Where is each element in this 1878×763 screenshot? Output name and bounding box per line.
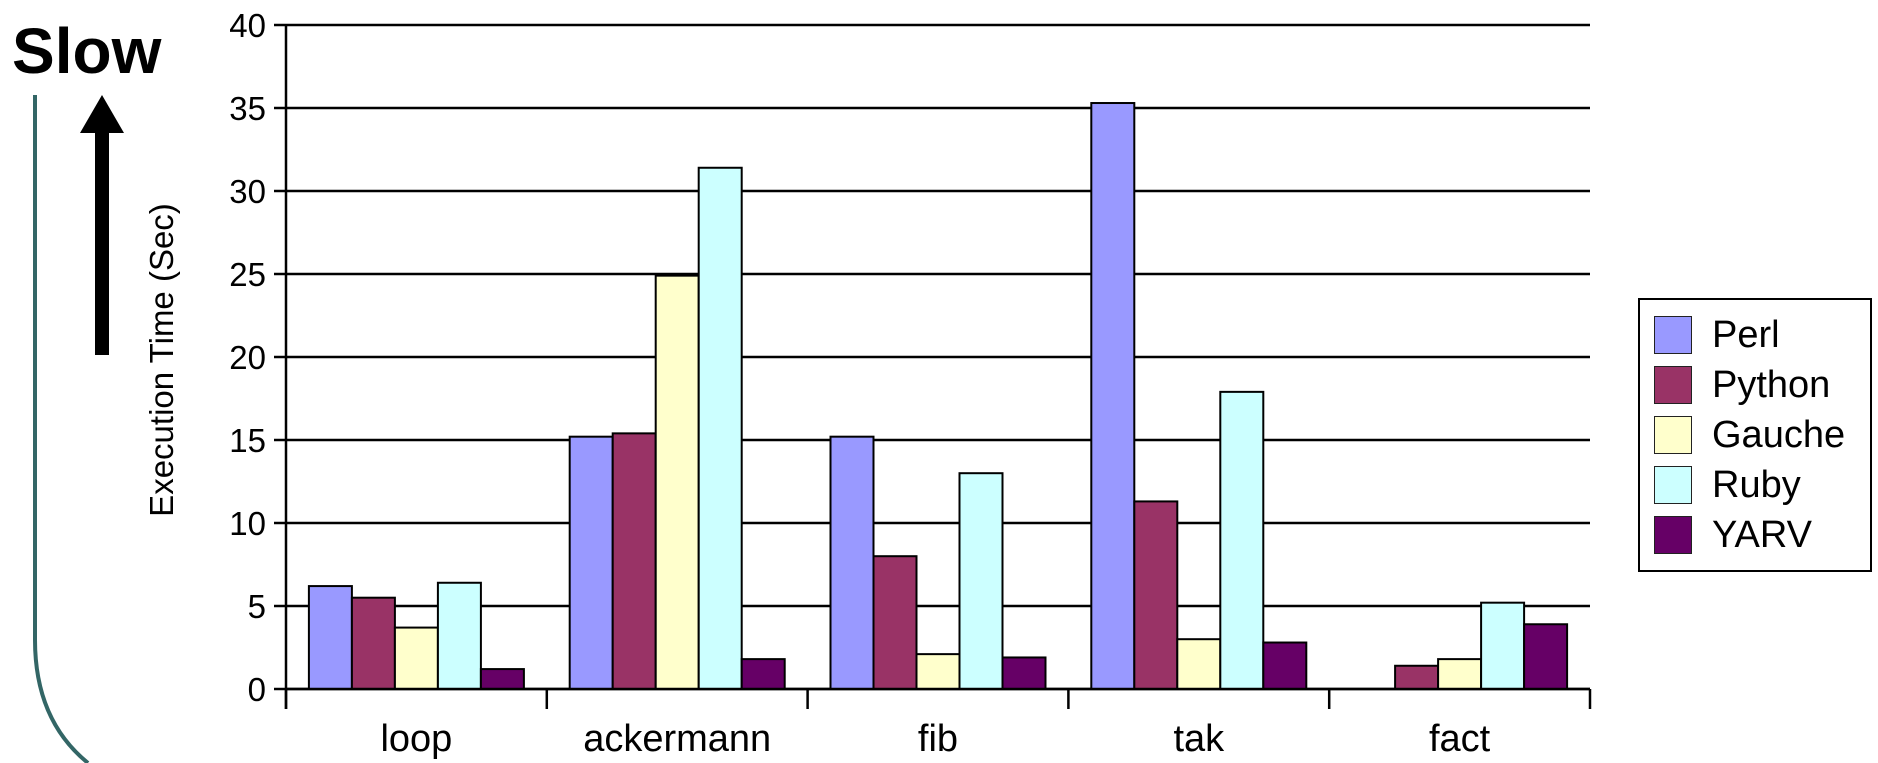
bar-python-tak: [1133, 500, 1179, 691]
y-tick-label: 20: [229, 339, 266, 376]
legend-item-python: Python: [1654, 361, 1830, 409]
bar-ruby-fib: [958, 472, 1004, 691]
legend-label: Perl: [1712, 313, 1780, 356]
bar-perl-fib: [829, 435, 875, 690]
bar-perl-ackermann: [568, 435, 614, 690]
legend: Perl Python Gauche Ruby YARV: [1638, 298, 1872, 572]
bar-perl-tak: [1090, 102, 1136, 690]
legend-item-gauche: Gauche: [1654, 411, 1845, 459]
x-tick-label: fact: [1429, 718, 1491, 760]
y-tick-label: 10: [229, 505, 266, 542]
bar-ruby-ackermann: [697, 166, 743, 690]
bar-gauche-fact: [1437, 658, 1483, 690]
legend-label: YARV: [1712, 513, 1812, 556]
y-tick-label: 30: [229, 173, 266, 210]
bar-python-ackermann: [611, 432, 657, 690]
legend-item-yarv: YARV: [1654, 511, 1812, 559]
bar-perl-loop: [307, 585, 353, 691]
legend-swatch: [1654, 316, 1692, 354]
legend-item-ruby: Ruby: [1654, 461, 1801, 509]
bar-python-fact: [1394, 664, 1440, 691]
y-tick-label: 0: [248, 671, 266, 708]
x-tick-label: fib: [918, 718, 958, 760]
bar-gauche-loop: [393, 626, 439, 691]
bar-gauche-ackermann: [654, 274, 700, 690]
slow-label: Slow: [12, 15, 162, 87]
bar-ruby-loop: [436, 581, 482, 691]
legend-swatch: [1654, 466, 1692, 504]
bar-yarv-loop: [479, 668, 525, 691]
legend-swatch: [1654, 516, 1692, 554]
y-tick-label: 25: [229, 256, 266, 293]
x-tick-label: loop: [380, 718, 452, 760]
y-axis-label: Execution Time (Sec): [143, 203, 180, 517]
y-tick-label: 15: [229, 422, 266, 459]
legend-label: Python: [1712, 363, 1831, 406]
bar-yarv-fib: [1001, 656, 1047, 691]
legend-item-perl: Perl: [1654, 311, 1780, 359]
bar-yarv-tak: [1262, 641, 1308, 691]
bar-python-fib: [872, 555, 918, 691]
x-tick-label: tak: [1173, 718, 1225, 760]
y-tick-label: 40: [229, 7, 266, 44]
legend-swatch: [1654, 416, 1692, 454]
up-arrow-icon: [80, 95, 124, 355]
x-tick-label: ackermann: [583, 718, 771, 760]
bar-yarv-ackermann: [740, 658, 786, 690]
bar-gauche-fib: [915, 653, 961, 691]
y-tick-label: 5: [248, 588, 266, 625]
bar-yarv-fact: [1523, 623, 1569, 691]
y-tick-label: 35: [229, 90, 266, 127]
bar-python-loop: [350, 596, 396, 691]
legend-label: Gauche: [1712, 413, 1846, 456]
bar-ruby-fact: [1480, 601, 1526, 690]
legend-swatch: [1654, 366, 1692, 404]
legend-label: Ruby: [1712, 463, 1801, 506]
bar-ruby-tak: [1219, 390, 1265, 690]
bar-gauche-tak: [1176, 638, 1222, 691]
